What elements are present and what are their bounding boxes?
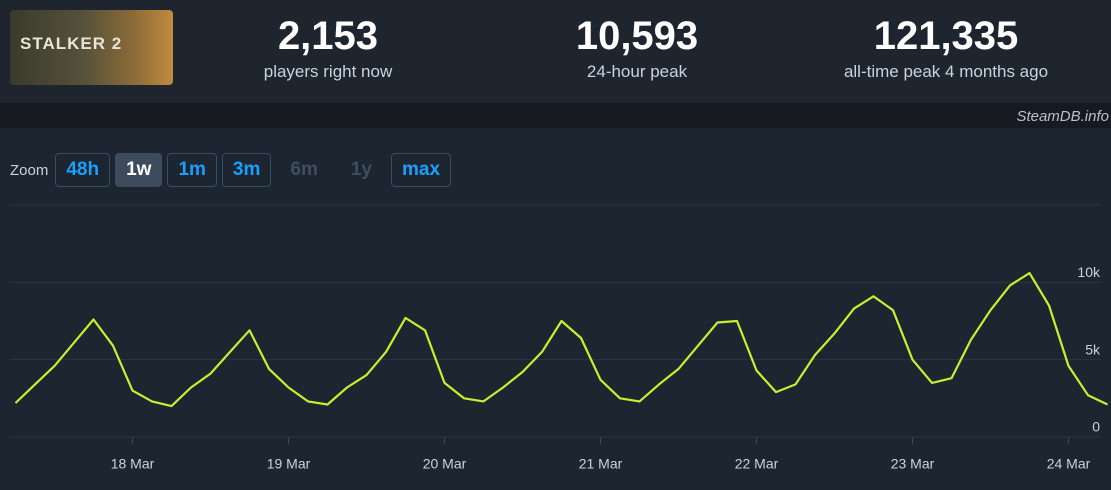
x-tick-label: 18 Mar bbox=[111, 456, 155, 472]
x-tick-label: 19 Mar bbox=[267, 456, 311, 472]
y-tick-label: 10k bbox=[1077, 264, 1101, 280]
x-tick-label: 22 Mar bbox=[735, 456, 779, 472]
zoom-bar: Zoom 48h 1w 1m 3m 6m 1y max bbox=[10, 153, 452, 187]
x-tick-label: 24 Mar bbox=[1047, 456, 1091, 472]
zoom-label: Zoom bbox=[10, 161, 49, 179]
zoom-button[interactable]: max bbox=[391, 153, 452, 187]
stat: 10,593 24-hour peak bbox=[487, 12, 787, 84]
x-tick-label: 23 Mar bbox=[891, 456, 935, 472]
stat-value: 121,335 bbox=[873, 14, 1019, 58]
zoom-button[interactable]: 3m bbox=[221, 153, 272, 187]
logo-text: STALKER 2 bbox=[20, 34, 123, 53]
y-tick-label: 0 bbox=[1092, 419, 1100, 435]
game-logo: STALKER 2 bbox=[10, 10, 173, 85]
stat-label: all-time peak 4 months ago bbox=[843, 62, 1049, 81]
stat: 121,335 all-time peak 4 months ago bbox=[796, 12, 1096, 84]
watermark-strip: SteamDB.info bbox=[0, 103, 1111, 128]
x-tick-label: 20 Mar bbox=[423, 456, 467, 472]
header: STALKER 2 2,153 players right now 10,593 2… bbox=[0, 0, 1111, 103]
stat: 2,153 players right now bbox=[178, 12, 478, 84]
zoom-button: 6m bbox=[290, 159, 318, 180]
zoom-button[interactable]: 1w bbox=[115, 153, 163, 187]
stat-label: 24-hour peak bbox=[586, 62, 688, 81]
stat-label: players right now bbox=[263, 62, 393, 81]
stat-value: 10,593 bbox=[575, 14, 699, 58]
zoom-button[interactable]: 1m bbox=[167, 153, 217, 187]
watermark: SteamDB.info bbox=[1016, 108, 1109, 125]
zoom-button[interactable]: 48h bbox=[55, 153, 111, 187]
stat-value: 2,153 bbox=[277, 14, 379, 58]
player-count-line bbox=[14, 272, 1108, 408]
y-tick-label: 5k bbox=[1085, 341, 1101, 357]
zoom-button: 1y bbox=[350, 159, 372, 180]
x-tick-label: 21 Mar bbox=[579, 456, 623, 472]
